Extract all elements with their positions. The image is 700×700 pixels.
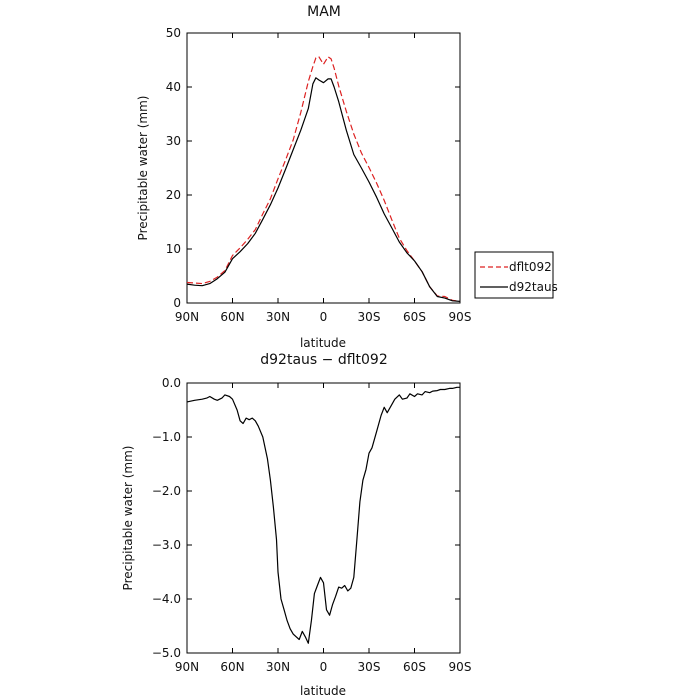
bottom-x-tick-label: 60S bbox=[403, 660, 426, 674]
top-y-tick-label: 0 bbox=[173, 296, 181, 310]
bottom-y-tick-label: −3.0 bbox=[152, 538, 181, 552]
top-y-tick-label: 40 bbox=[166, 80, 181, 94]
mam-panel: MAM 0 10 20 30 40 50 90N 60N 30N 0 30S 60S 90S lati… bbox=[136, 4, 558, 350]
bottom-x-tick-label: 30N bbox=[266, 660, 290, 674]
top-x-tick-label: 30N bbox=[266, 310, 290, 324]
top-plot-frame bbox=[186, 32, 461, 304]
bottom-y-axis-label: Precipitable water (mm) bbox=[121, 446, 135, 591]
top-x-tick-label: 0 bbox=[320, 310, 328, 324]
top-chart-title: MAM bbox=[307, 4, 341, 20]
bottom-x-tick-label: 90N bbox=[175, 660, 199, 674]
legend: dflt092 d92taus bbox=[474, 251, 558, 299]
bottom-y-tick-label: −1.0 bbox=[152, 430, 181, 444]
bottom-y-tick-label: −5.0 bbox=[152, 646, 181, 660]
bottom-x-axis-label: latitude bbox=[300, 684, 346, 698]
bottom-x-tick-label: 60N bbox=[220, 660, 244, 674]
bottom-x-tick-label: 90S bbox=[449, 660, 472, 674]
top-x-tick-label: 30S bbox=[358, 310, 381, 324]
bottom-y-tick-label: −4.0 bbox=[152, 592, 181, 606]
bottom-x-tick-label: 0 bbox=[320, 660, 328, 674]
bottom-x-ticks: 90N 60N 30N 0 30S 60S 90S bbox=[175, 383, 472, 674]
bottom-y-tick-label: −2.0 bbox=[152, 484, 181, 498]
legend-label-dflt092: dflt092 bbox=[509, 260, 552, 274]
top-x-tick-label: 60S bbox=[403, 310, 426, 324]
top-y-ticks: 0 10 20 30 40 50 bbox=[166, 26, 460, 310]
top-x-tick-label: 90S bbox=[449, 310, 472, 324]
top-x-tick-label: 90N bbox=[175, 310, 199, 324]
top-series bbox=[186, 56, 461, 302]
top-y-tick-label: 50 bbox=[166, 26, 181, 40]
bottom-chart-title: d92taus − dflt092 bbox=[260, 352, 387, 368]
top-y-tick-label: 30 bbox=[166, 134, 181, 148]
legend-label-d92taus: d92taus bbox=[509, 280, 558, 294]
series-line-difference bbox=[186, 386, 460, 644]
series-line-d92taus bbox=[186, 77, 461, 302]
bottom-x-tick-label: 30S bbox=[358, 660, 381, 674]
series-line-dflt092 bbox=[186, 56, 461, 302]
top-y-tick-label: 10 bbox=[166, 242, 181, 256]
top-x-ticks: 90N 60N 30N 0 30S 60S 90S bbox=[175, 33, 472, 324]
top-y-tick-label: 20 bbox=[166, 188, 181, 202]
top-x-tick-label: 60N bbox=[220, 310, 244, 324]
bottom-series bbox=[186, 386, 460, 644]
top-y-axis-label: Precipitable water (mm) bbox=[136, 96, 150, 241]
bottom-y-ticks: 0.0 −1.0 −2.0 −3.0 −4.0 −5.0 bbox=[152, 376, 460, 660]
bottom-plot-frame bbox=[186, 382, 461, 654]
bottom-y-tick-label: 0.0 bbox=[162, 376, 181, 390]
difference-panel: d92taus − dflt092 0.0 −1.0 −2.0 −3.0 −4.0 −5.… bbox=[121, 352, 471, 698]
legend-box bbox=[474, 251, 554, 299]
top-x-axis-label: latitude bbox=[300, 336, 346, 350]
